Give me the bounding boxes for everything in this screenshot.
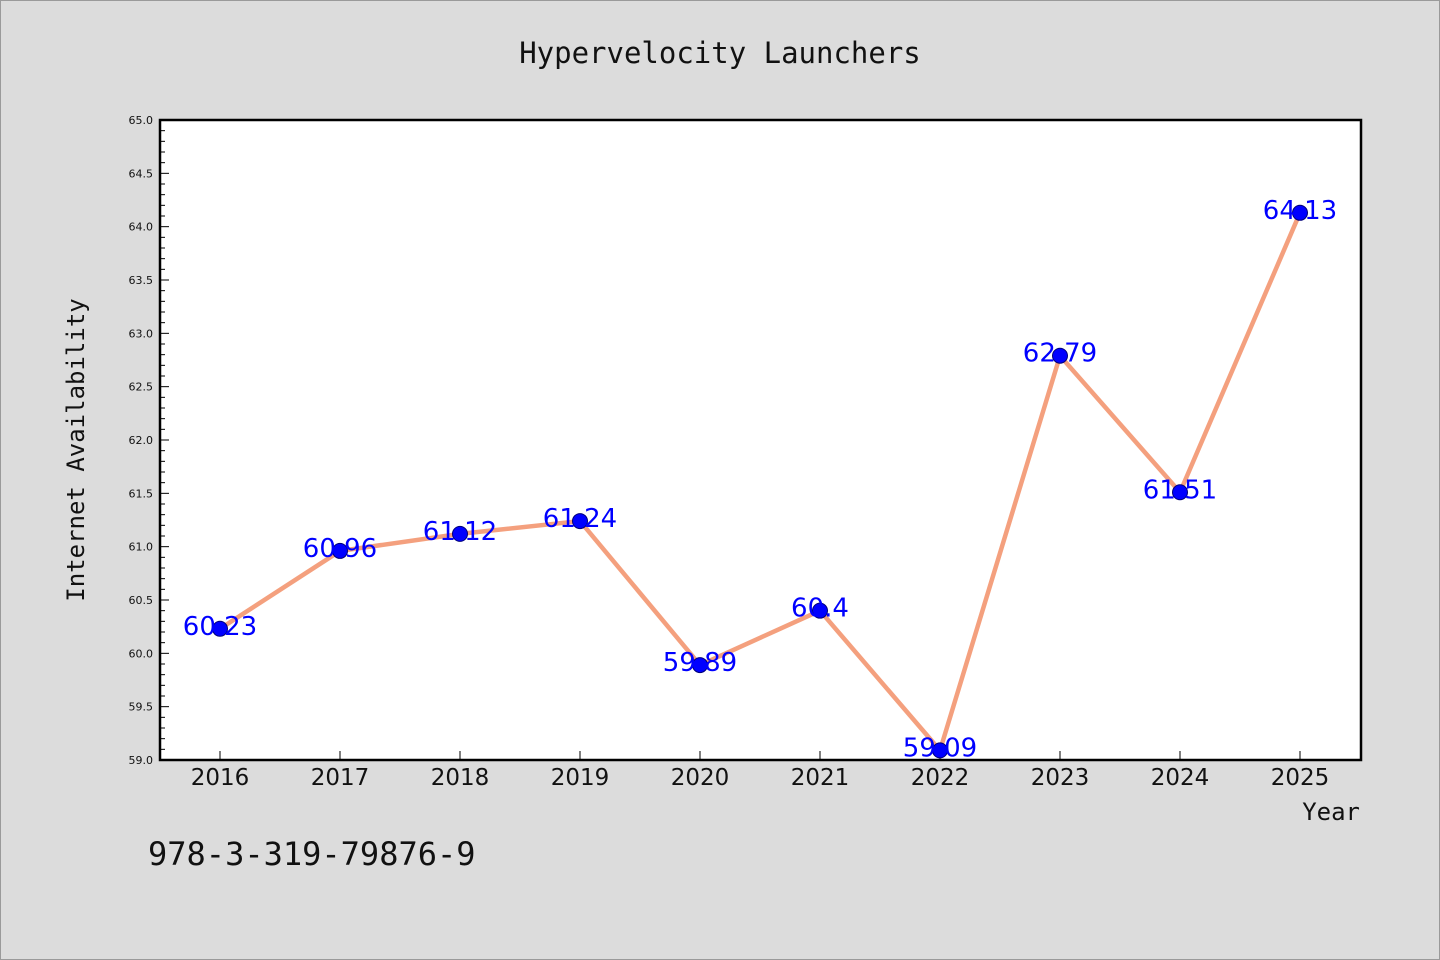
data-label: 61.12 bbox=[423, 517, 497, 547]
data-point bbox=[1052, 347, 1068, 364]
data-point bbox=[692, 657, 708, 674]
y-tick-label: 64.0 bbox=[129, 221, 154, 234]
data-point bbox=[932, 742, 948, 759]
data-label: 60.4 bbox=[791, 594, 849, 624]
y-tick-label: 61.0 bbox=[129, 541, 154, 554]
data-label: 61.51 bbox=[1143, 475, 1217, 505]
x-tick-label: 2017 bbox=[311, 765, 370, 791]
x-tick-label: 2025 bbox=[1271, 765, 1330, 791]
data-point bbox=[812, 602, 828, 619]
y-tick-label: 63.0 bbox=[129, 327, 154, 340]
y-tick-label: 65.0 bbox=[129, 114, 154, 127]
series-layer: 60.23 60.96 61.12 61.24 59.89 60.4 59.09 62.79 6… bbox=[183, 196, 1337, 764]
x-tick-label: 2021 bbox=[791, 765, 850, 791]
x-tick-label: 2023 bbox=[1031, 765, 1090, 791]
chart-title: Hypervelocity Launchers bbox=[519, 36, 921, 70]
y-tick-label: 59.5 bbox=[129, 701, 154, 714]
data-point bbox=[1292, 204, 1308, 221]
x-axis-label: Year bbox=[1302, 798, 1360, 826]
x-tick-label: 2020 bbox=[671, 765, 730, 791]
x-tick-label: 2024 bbox=[1151, 765, 1210, 791]
data-point bbox=[1172, 484, 1188, 501]
data-label: 59.09 bbox=[903, 733, 977, 763]
y-tick-label: 64.5 bbox=[129, 167, 154, 180]
y-tick-label: 60.5 bbox=[129, 594, 154, 607]
y-tick-label: 62.0 bbox=[129, 434, 154, 447]
plot-area bbox=[160, 120, 1361, 760]
y-tick-label: 62.5 bbox=[129, 381, 154, 394]
data-point bbox=[332, 542, 348, 559]
data-label: 64.13 bbox=[1263, 196, 1337, 226]
data-label: 61.24 bbox=[543, 504, 617, 534]
data-label: 60.96 bbox=[303, 534, 377, 564]
y-tick-label: 61.5 bbox=[129, 487, 154, 500]
data-point bbox=[572, 513, 588, 530]
x-tick-label: 2018 bbox=[431, 765, 490, 791]
series-line bbox=[218, 211, 1303, 753]
x-tick-label: 2022 bbox=[911, 765, 970, 791]
isbn-footnote: 978-3-319-79876-9 bbox=[148, 835, 476, 873]
y-tick-label: 60.0 bbox=[129, 647, 154, 660]
data-point bbox=[212, 620, 228, 637]
y-tick-label: 59.0 bbox=[129, 754, 154, 767]
y-tick-label: 63.5 bbox=[129, 274, 154, 287]
data-point bbox=[452, 525, 468, 542]
data-label: 62.79 bbox=[1023, 339, 1097, 369]
x-ticks: 2016 2017 2018 2019 2020 2021 2022 2023 2024 2025 bbox=[191, 751, 1330, 791]
data-label: 60.23 bbox=[183, 612, 257, 642]
data-label: 59.89 bbox=[663, 648, 737, 678]
y-axis-label: Internet Availability bbox=[62, 298, 90, 601]
plot-border bbox=[158, 118, 1363, 762]
x-tick-label: 2016 bbox=[191, 765, 250, 791]
x-tick-label: 2019 bbox=[551, 765, 610, 791]
